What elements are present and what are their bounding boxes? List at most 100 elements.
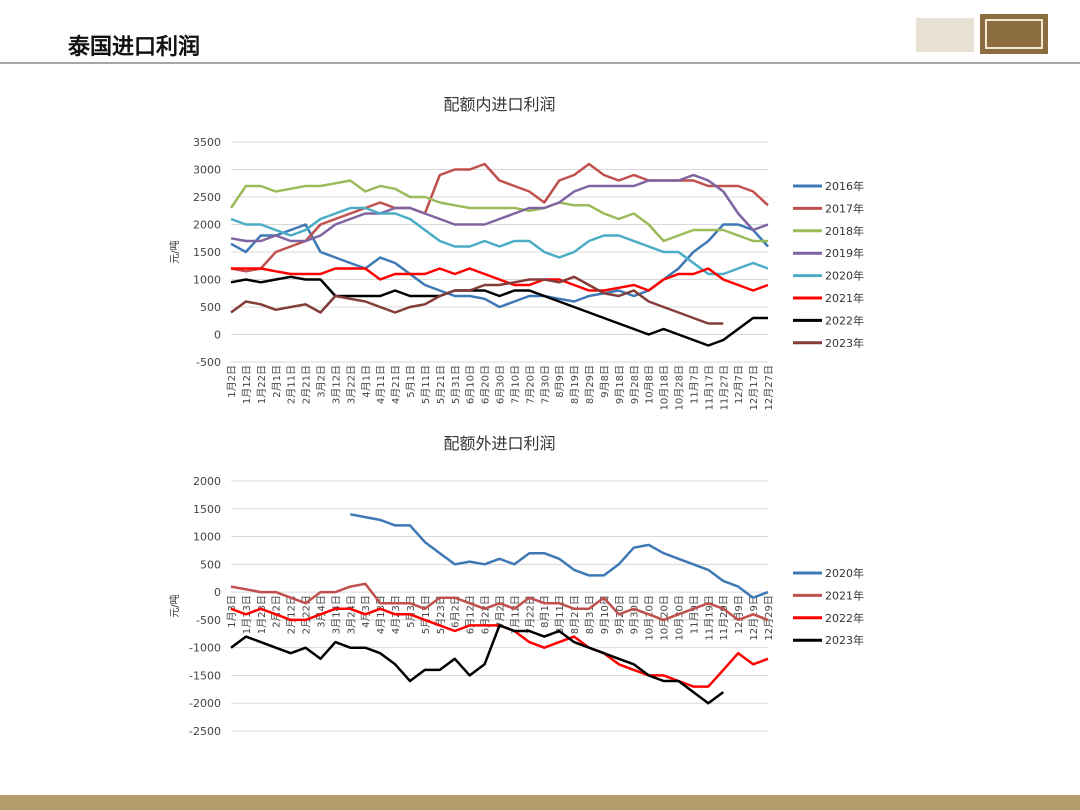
x-tick-label: 3月24日 [345,595,357,634]
x-tick-label: 4月13日 [375,595,387,634]
x-tick-label: 6月2日 [450,595,462,628]
y-tick-label: 500 [200,301,221,314]
x-tick-label: 10月28日 [674,365,686,410]
x-tick-label: 5月21日 [435,365,447,404]
series-line [230,275,768,347]
x-tick-label: 8月19日 [569,365,581,404]
series-line [230,173,769,243]
legend-label: 2021年 [825,291,864,305]
legend-label: 2022年 [825,313,864,327]
x-tick-label: 3月22日 [345,365,357,404]
y-tick-label: -1000 [189,642,221,655]
y-tick-label: 2000 [193,475,221,488]
x-tick-label: 12月27日 [763,365,775,410]
x-tick-label: 3月2日 [316,365,328,398]
legend-label: 2017年 [825,201,864,215]
legend-label: 2020年 [825,566,864,580]
footer-band [0,795,1080,810]
x-tick-label: 9月28日 [629,365,641,404]
x-tick-label: 2月12日 [286,595,298,634]
x-tick-label: 4月11日 [375,365,387,404]
x-tick-label: 5月3日 [405,595,417,628]
x-tick-label: 7月22日 [524,595,536,634]
legend-label: 2023年 [825,336,864,350]
x-tick-label: 5月13日 [420,595,432,634]
x-tick-label: 11月27日 [718,365,730,410]
series-line [231,267,769,292]
y-tick-label: 0 [214,329,221,342]
logo [916,14,1048,54]
x-tick-label: 9月30日 [629,595,641,634]
series-line [230,582,769,622]
series-line [230,223,769,309]
x-tick-label: 12月9日 [733,595,745,634]
x-tick-label: 4月1日 [360,365,372,398]
x-tick-label: 5月1日 [405,365,417,398]
x-tick-label: 10月18日 [659,365,671,410]
x-tick-label: 8月9日 [554,365,566,398]
x-tick-label: 1月23日 [256,595,268,634]
x-tick-label: 1月12日 [241,365,253,404]
y-tick-label: 500 [200,558,221,571]
x-tick-label: 3月14日 [330,595,342,634]
x-tick-label: 12月17日 [748,365,760,410]
x-tick-label: 2月11日 [286,365,298,404]
x-tick-label: 12月7日 [733,365,745,404]
y-tick-label: 0 [214,586,221,599]
legend-label: 2020年 [825,269,864,283]
x-tick-label: 8月11日 [554,595,566,634]
x-tick-label: 12月19日 [748,595,760,640]
x-tick-label: 8月1日 [539,595,551,628]
x-tick-label: 6月10日 [465,365,477,404]
legend-label: 2023年 [825,633,864,647]
y-axis-label: 元/吨 [168,240,181,263]
x-tick-label: 4月3日 [360,595,372,628]
x-tick-label: 12月29日 [763,595,775,640]
series-line [229,179,768,243]
x-tick-label: 6月30日 [495,365,507,404]
x-tick-label: 3月12日 [330,365,342,404]
x-tick-label: 11月29日 [718,595,730,640]
x-tick-label: 6月20日 [480,365,492,404]
legend-label: 2018年 [825,224,864,238]
series-line [350,513,769,599]
x-tick-label: 2月21日 [301,365,313,404]
x-tick-label: 10月30日 [674,595,686,640]
y-tick-label: -2500 [189,725,221,738]
x-tick-label: 2月2日 [271,595,283,628]
y-tick-label: 3000 [193,164,221,177]
chart-title: 配额外进口利润 [443,434,555,453]
y-tick-label: -500 [196,614,221,627]
y-tick-label: -500 [196,356,221,369]
x-tick-label: 11月17日 [703,365,715,410]
x-tick-label: 8月29日 [584,365,596,404]
x-tick-label: 7月20日 [524,365,536,404]
y-tick-label: -1500 [189,669,221,682]
x-tick-label: 1月2日 [226,365,238,398]
x-tick-label: 7月12日 [509,595,521,634]
legend-label: 2021年 [825,588,864,602]
legend-label: 2016年 [825,179,864,193]
x-tick-label: 7月30日 [539,365,551,404]
series-line [230,275,724,325]
x-tick-label: 9月18日 [614,365,626,404]
y-tick-label: -2000 [189,697,221,710]
x-tick-label: 11月9日 [688,595,700,634]
series-line [230,624,725,705]
legend-label: 2019年 [825,246,864,260]
series-line [230,206,769,276]
y-axis-label: 元/吨 [168,594,181,617]
x-tick-label: 7月10日 [509,365,521,404]
y-tick-label: 1500 [193,503,221,516]
y-tick-label: 1000 [193,274,221,287]
y-tick-label: 2500 [193,191,221,204]
x-tick-label: 4月21日 [390,365,402,404]
logo-frame [985,19,1043,49]
legend-label: 2022年 [825,611,864,625]
x-tick-label: 10月8日 [644,365,656,404]
x-tick-label: 8月21日 [569,595,581,634]
y-tick-label: 3500 [193,136,221,149]
x-tick-label: 1月22日 [256,365,268,404]
x-tick-label: 8月31日 [584,595,596,634]
y-tick-label: 1000 [193,531,221,544]
